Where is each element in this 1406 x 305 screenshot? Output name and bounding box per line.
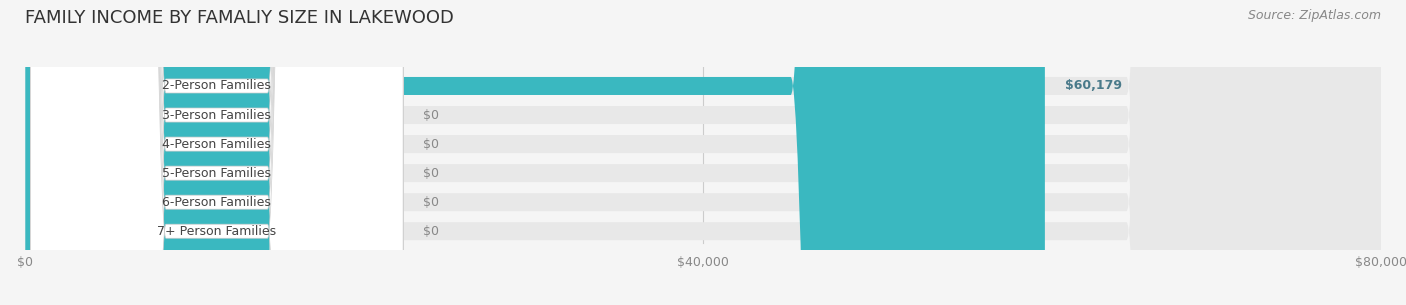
FancyBboxPatch shape <box>25 0 1381 305</box>
Text: $0: $0 <box>423 225 440 238</box>
Text: FAMILY INCOME BY FAMALIY SIZE IN LAKEWOOD: FAMILY INCOME BY FAMALIY SIZE IN LAKEWOO… <box>25 9 454 27</box>
Text: $0: $0 <box>423 196 440 209</box>
Text: $60,179: $60,179 <box>1066 80 1122 92</box>
Text: $0: $0 <box>423 109 440 121</box>
FancyBboxPatch shape <box>25 0 1381 305</box>
Text: 3-Person Families: 3-Person Families <box>162 109 271 121</box>
FancyBboxPatch shape <box>25 0 1045 305</box>
FancyBboxPatch shape <box>25 0 1381 305</box>
FancyBboxPatch shape <box>25 0 1381 305</box>
Text: 5-Person Families: 5-Person Families <box>162 167 271 180</box>
Text: $0: $0 <box>423 167 440 180</box>
FancyBboxPatch shape <box>31 0 404 305</box>
FancyBboxPatch shape <box>31 0 404 305</box>
FancyBboxPatch shape <box>31 0 404 305</box>
FancyBboxPatch shape <box>31 0 404 305</box>
FancyBboxPatch shape <box>31 0 404 305</box>
FancyBboxPatch shape <box>31 0 404 305</box>
Text: 2-Person Families: 2-Person Families <box>162 80 271 92</box>
Text: 6-Person Families: 6-Person Families <box>162 196 271 209</box>
Text: 7+ Person Families: 7+ Person Families <box>157 225 277 238</box>
FancyBboxPatch shape <box>25 0 1381 305</box>
Text: 4-Person Families: 4-Person Families <box>162 138 271 151</box>
FancyBboxPatch shape <box>25 0 1381 305</box>
Text: Source: ZipAtlas.com: Source: ZipAtlas.com <box>1247 9 1381 22</box>
Text: $0: $0 <box>423 138 440 151</box>
